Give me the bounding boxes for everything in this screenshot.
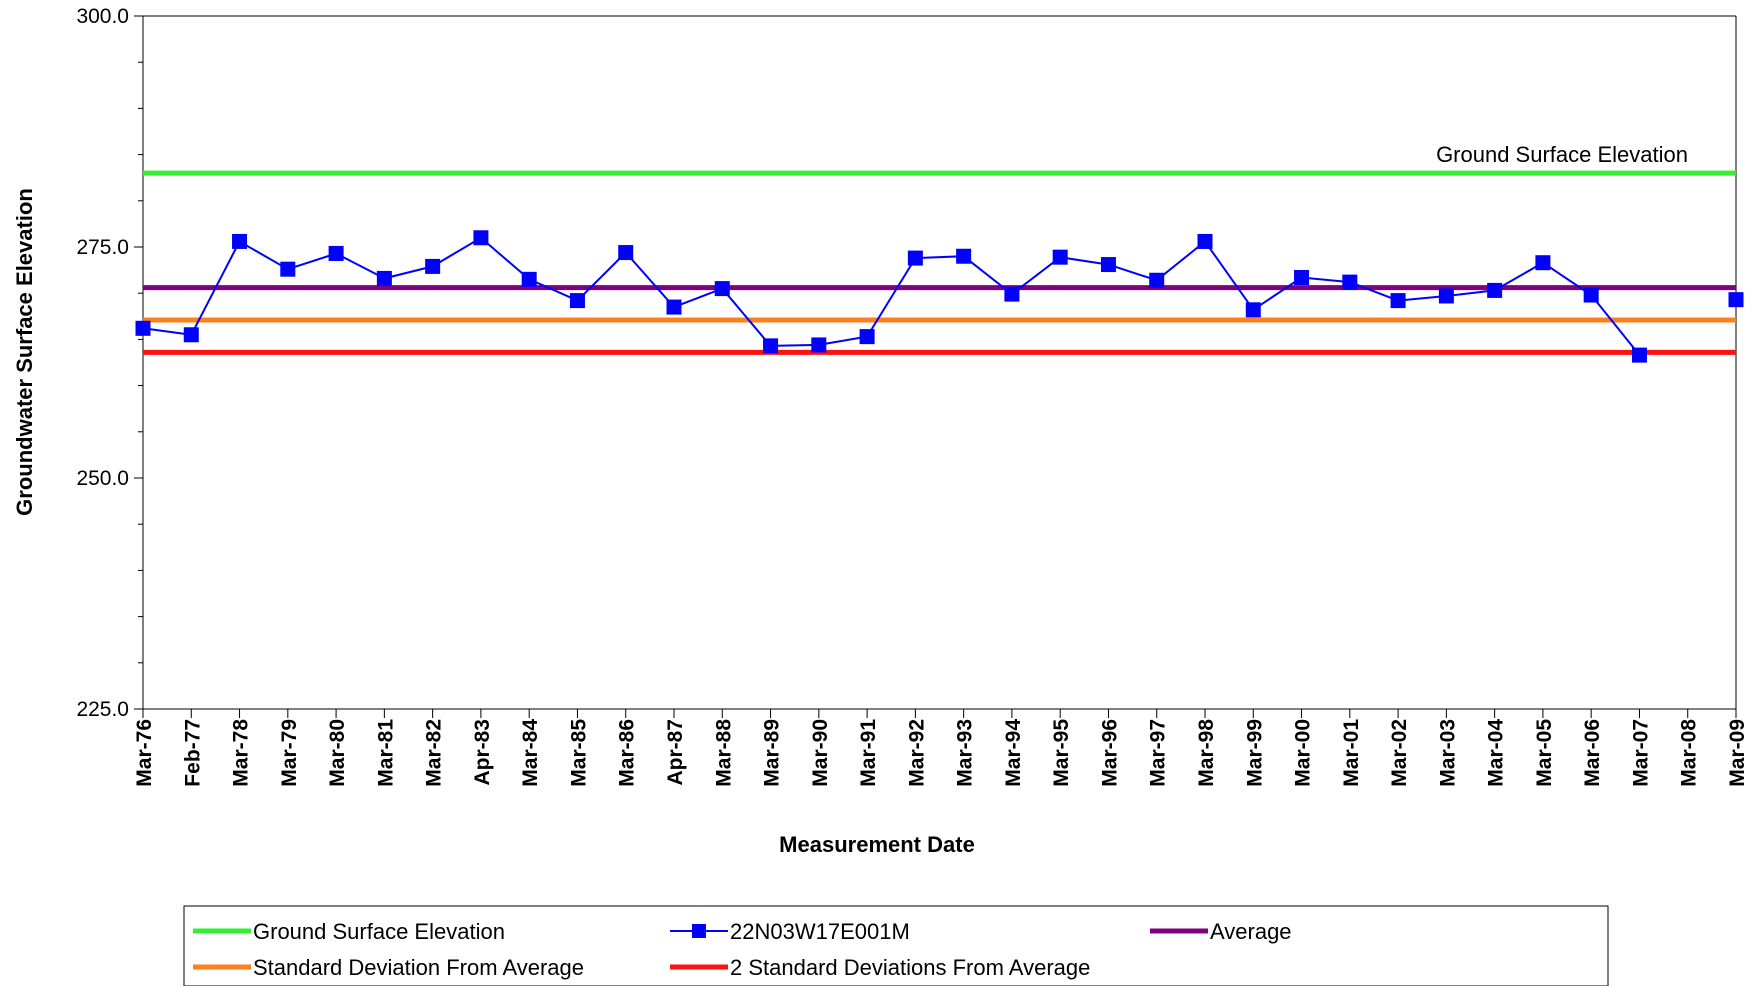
data-point-marker [1149,272,1165,288]
x-tick-label: Mar-99 [1243,719,1266,787]
plot-area [142,15,1737,710]
x-tick-label: Mar-06 [1581,719,1604,787]
x-tick-label: Mar-09 [1726,719,1749,787]
legend-label-ground-surface-elevation: Ground Surface Elevation [253,919,505,944]
x-tick-label: Mar-00 [1292,719,1315,787]
x-tick-label: Mar-07 [1629,719,1652,787]
legend-label-22n03w17e001m: 22N03W17E001M [730,919,910,944]
x-tick-label: Mar-98 [1195,719,1218,787]
data-point-marker [1631,347,1647,363]
reference-lines [143,170,1736,355]
data-point-marker [1535,255,1551,271]
legend-box [183,905,1609,986]
legend-label-standard-deviation-from-average: Standard Deviation From Average [253,955,584,980]
x-tick-label: Mar-04 [1485,719,1508,787]
data-point-marker [1390,293,1406,309]
x-tick-label: Mar-96 [1098,719,1121,787]
data-point-marker [618,245,634,261]
y-tick-label: 250.0 [76,467,129,490]
data-point-marker [1294,269,1310,285]
x-tick-label: Apr-83 [471,719,494,786]
legend-label-2-standard-deviations-from-average: 2 Standard Deviations From Average [730,955,1090,980]
data-point-marker [232,233,248,249]
x-tick-label: Mar-89 [761,719,784,787]
x-tick-label: Mar-91 [857,719,880,787]
x-tick-label: Mar-94 [1002,719,1025,787]
y-axis-title: Groundwater Surface Elevation [12,188,37,516]
x-tick-label: Mar-97 [1147,719,1170,787]
x-tick-label: Mar-02 [1388,719,1411,787]
data-point-marker [1052,249,1068,265]
data-point-marker [811,337,827,353]
data-point-marker [569,293,585,309]
data-point-marker [1342,274,1358,290]
x-tick-label: Mar-01 [1340,719,1363,787]
x-tick-label: Mar-93 [954,719,977,787]
data-point-marker [280,261,296,277]
x-tick-label: Mar-05 [1533,719,1556,787]
x-tick-label: Mar-85 [567,719,590,787]
x-axis: Mar-76 Feb-77 Mar-78 Mar-79 Mar-80 Mar-81 Mar-… [133,709,1749,787]
x-axis-title: Measurement Date [779,832,975,857]
x-tick-label: Mar-84 [519,719,542,787]
x-tick-label: Mar-88 [712,719,735,787]
y-tick-label: 300.0 [76,5,129,28]
x-tick-label: Mar-86 [616,719,639,787]
x-tick-label: Mar-81 [374,719,397,787]
x-tick-label: Mar-79 [278,719,301,787]
data-point-marker [1100,257,1116,273]
legend-label-average: Average [1210,919,1292,944]
data-point-marker [763,338,779,354]
data-point-marker [859,329,875,345]
y-tick-label: 275.0 [76,236,129,259]
data-point-marker [714,281,730,297]
x-tick-label: Mar-90 [809,719,832,787]
x-tick-label: Mar-95 [1050,719,1073,787]
data-point-marker [956,248,972,264]
data-point-marker [1728,292,1744,308]
data-point-marker [907,250,923,266]
data-point-marker [1004,286,1020,302]
data-point-marker [1487,282,1503,298]
data-point-marker [328,245,344,261]
data-point-marker [376,270,392,286]
x-tick-label: Mar-80 [326,719,349,787]
data-point-marker [1245,302,1261,318]
data-point-marker [473,230,489,246]
data-point-marker [183,327,199,343]
data-point-marker [425,258,441,274]
x-tick-label: Mar-08 [1678,719,1701,787]
x-tick-label: Mar-03 [1436,719,1459,787]
data-point-marker [1438,288,1454,304]
x-tick-label: Mar-76 [133,719,156,787]
legend-marker-22n03w17e001m [692,924,706,938]
data-point-marker [1583,287,1599,303]
x-tick-label: Apr-87 [664,719,687,786]
y-axis: 225.0 250.0 275.0 300.0 [76,5,143,721]
data-point-marker [1197,233,1213,249]
data-point-marker [135,320,151,336]
data-series [135,230,1744,363]
legend: Ground Surface Elevation 22N03W17E001M Ave… [183,905,1609,986]
y-tick-label: 225.0 [76,698,129,721]
x-tick-label: Feb-77 [181,719,204,787]
data-point-marker [666,299,682,315]
x-tick-label: Mar-92 [905,719,928,787]
x-tick-label: Mar-78 [230,719,253,787]
ground-surface-annotation: Ground Surface Elevation [1436,142,1688,167]
x-tick-label: Mar-82 [423,719,446,787]
data-point-marker [521,271,537,287]
